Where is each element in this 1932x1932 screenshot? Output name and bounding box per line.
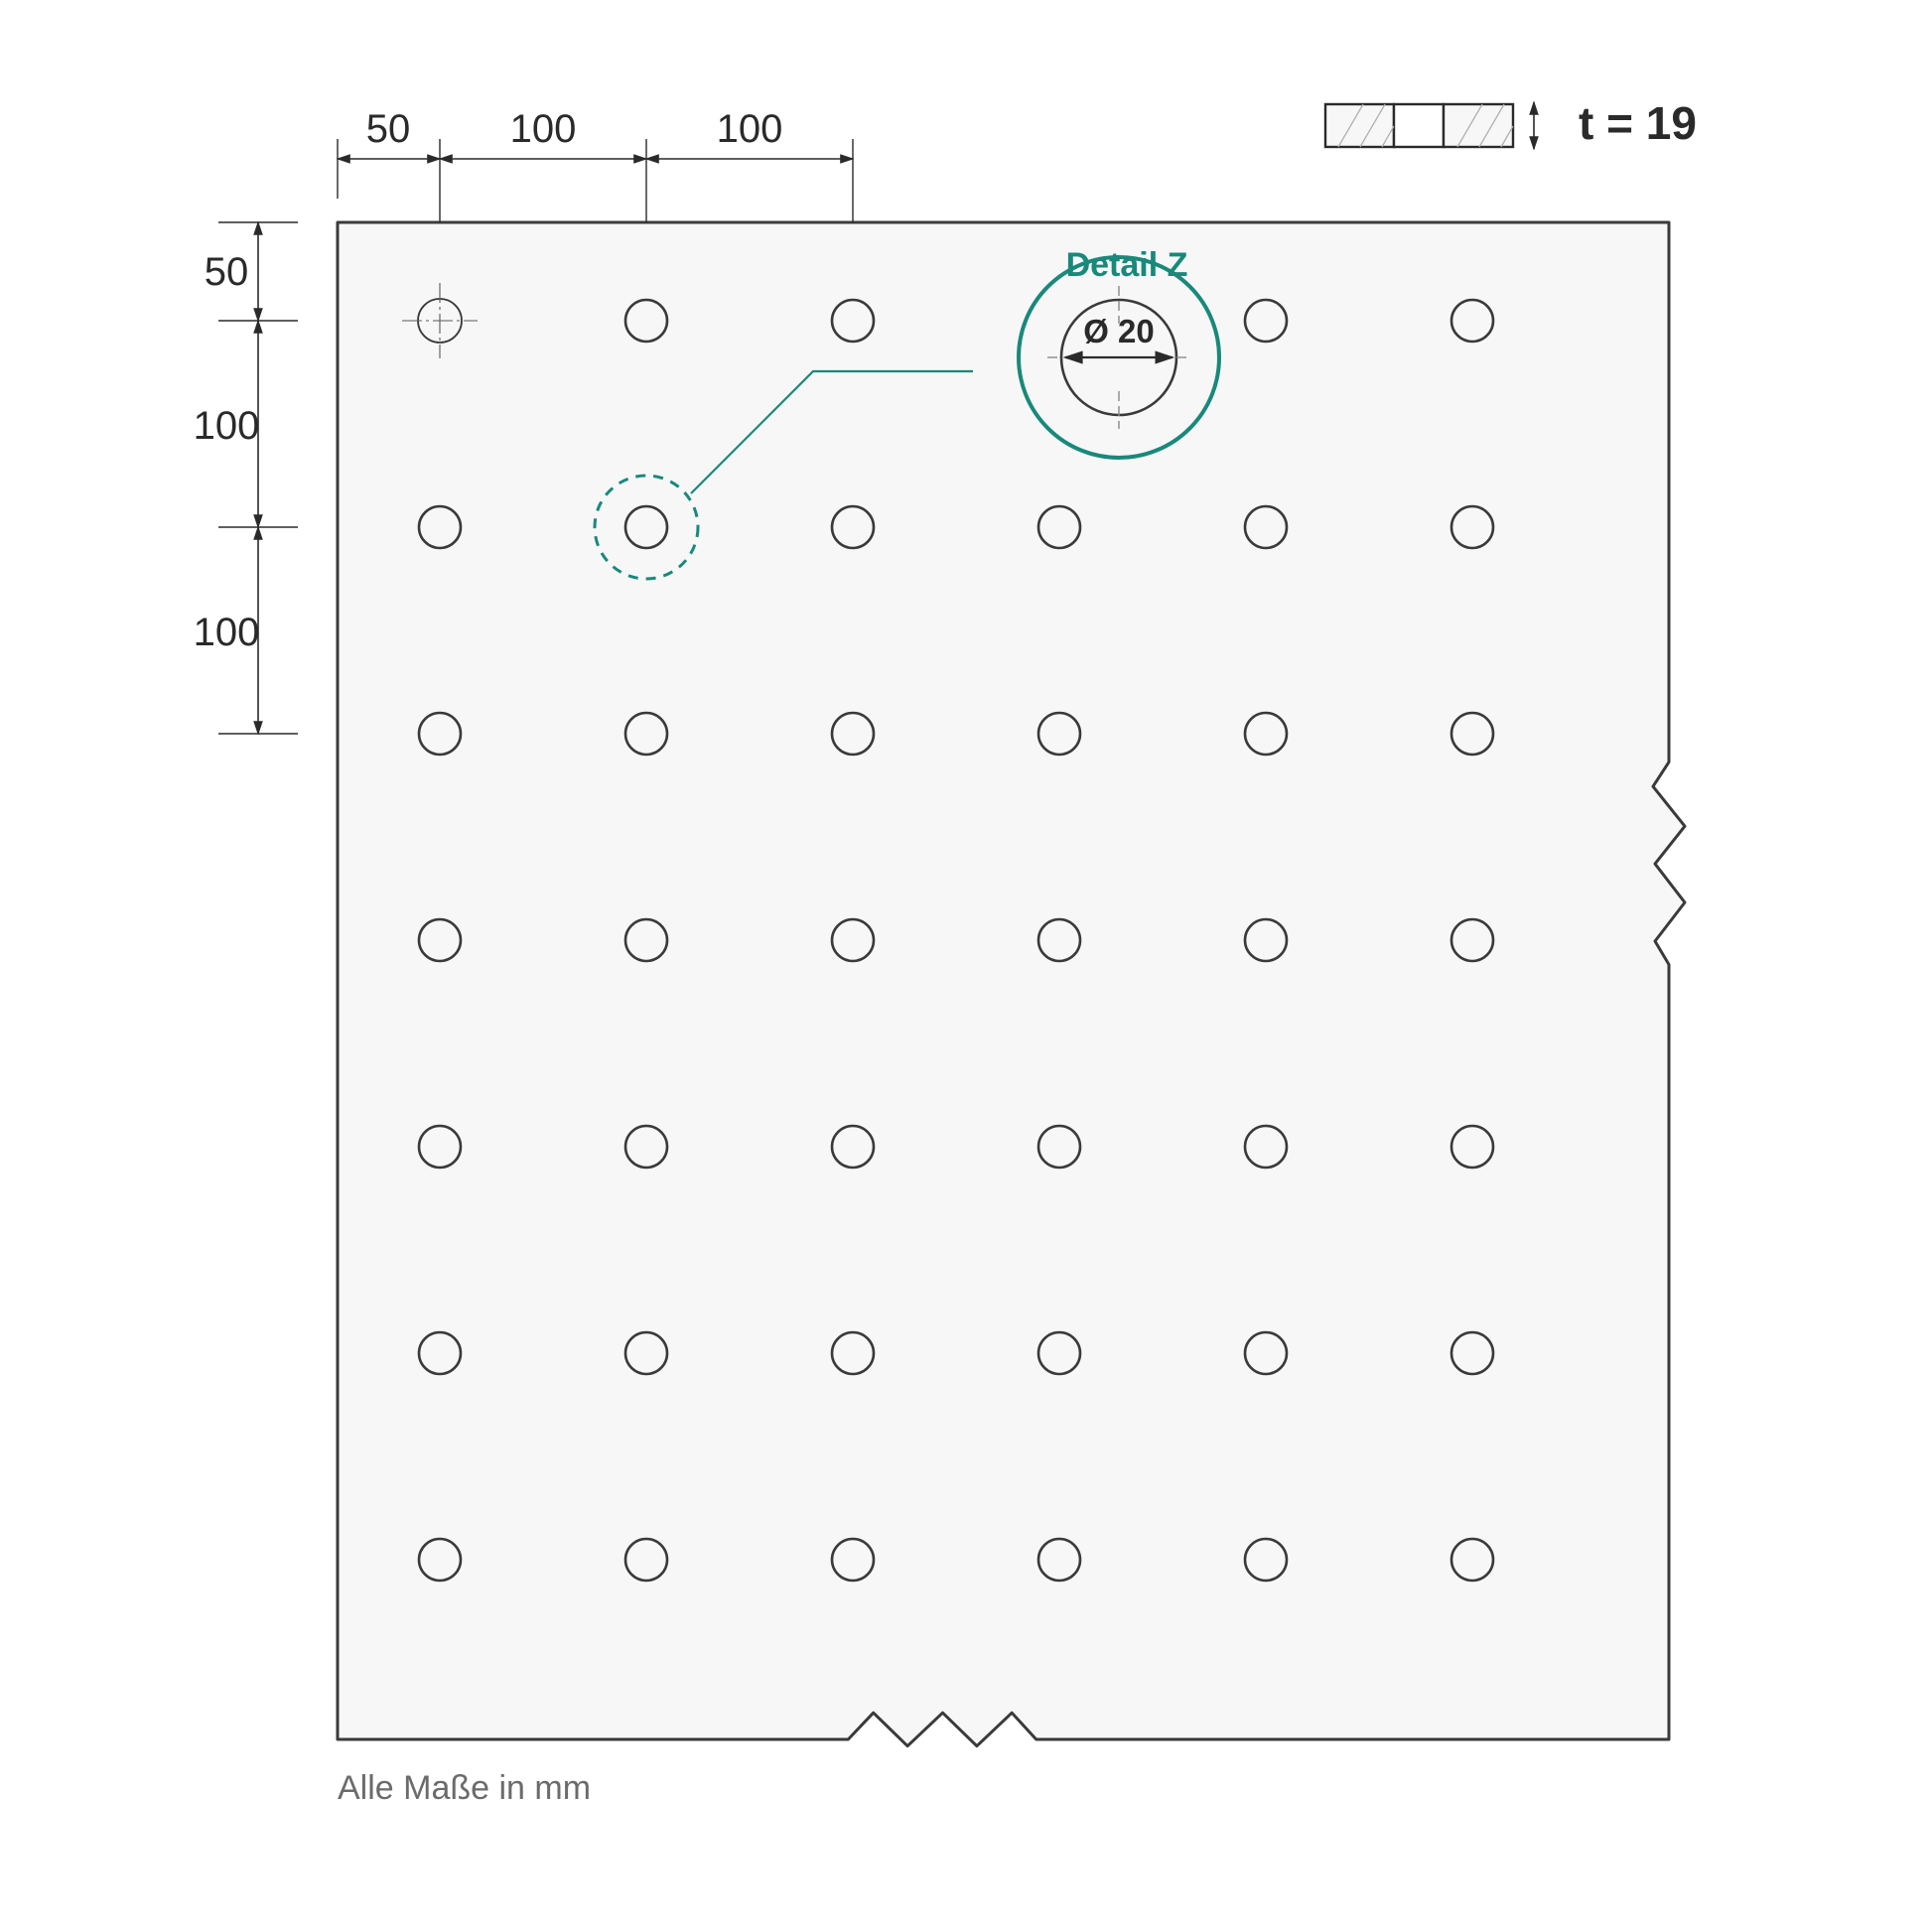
svg-text:100: 100: [194, 404, 260, 448]
svg-text:t = 19: t = 19: [1579, 97, 1697, 149]
svg-text:Alle Maße in mm: Alle Maße in mm: [338, 1769, 591, 1807]
svg-text:100: 100: [194, 611, 260, 654]
svg-text:Detail Z: Detail Z: [1066, 246, 1188, 284]
svg-text:50: 50: [205, 250, 249, 294]
svg-text:100: 100: [717, 107, 783, 151]
svg-text:50: 50: [366, 107, 411, 151]
svg-text:100: 100: [510, 107, 577, 151]
svg-text:Ø 20: Ø 20: [1083, 313, 1155, 349]
